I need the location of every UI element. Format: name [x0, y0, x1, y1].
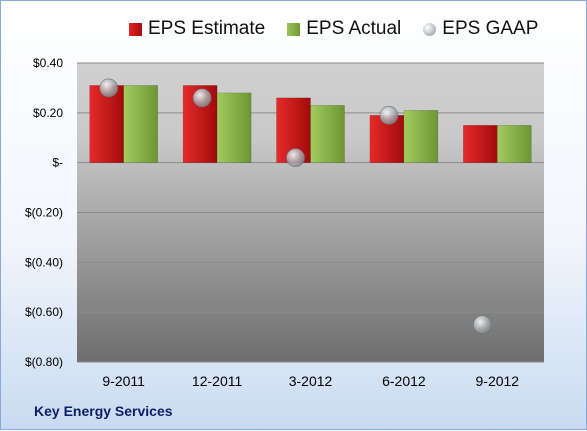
gaap-point — [286, 148, 305, 167]
x-tick-label: 12-2011 — [192, 373, 243, 389]
estimate-bar — [89, 85, 124, 163]
legend-swatch-gaap — [423, 22, 437, 36]
legend-swatch-actual — [287, 22, 301, 36]
company-name: Key Energy Services — [34, 403, 173, 419]
legend-item-gaap: EPS GAAP — [423, 18, 538, 40]
legend-label-actual: EPS Actual — [306, 18, 402, 39]
actual-bar — [310, 105, 345, 163]
gaap-point — [192, 88, 212, 108]
gaap-point — [99, 78, 118, 98]
y-tick-label: $(0.20) — [25, 206, 63, 220]
legend-item-actual: EPS Actual — [287, 18, 401, 40]
actual-bar — [497, 125, 532, 163]
legend-item-estimate: EPS Estimate — [129, 18, 265, 40]
x-tick-label: 3-2012 — [289, 373, 333, 389]
gaap-point — [379, 106, 399, 125]
estimate-bar — [463, 125, 498, 163]
legend-label-estimate: EPS Estimate — [148, 18, 266, 39]
gaap-point — [472, 315, 492, 334]
y-tick-label: $0.40 — [33, 56, 63, 70]
legend-label-gaap: EPS GAAP — [442, 18, 539, 39]
y-tick-label: $(0.80) — [25, 355, 63, 369]
actual-bar — [403, 110, 439, 163]
legend: EPS Estimate EPS Actual EPS GAAP — [129, 18, 560, 40]
y-tick-label: $(0.40) — [25, 255, 63, 269]
y-tick-label: $0.20 — [33, 106, 63, 120]
x-tick-label: 9-2012 — [476, 373, 520, 389]
x-tick-label: 6-2012 — [382, 373, 426, 389]
legend-swatch-estimate — [129, 22, 142, 36]
actual-bar — [216, 92, 252, 163]
y-tick-label: $(0.60) — [25, 305, 63, 319]
actual-bar — [123, 85, 158, 163]
estimate-bar — [369, 115, 405, 163]
y-tick-label: $- — [52, 156, 63, 170]
x-tick-label: 9-2011 — [102, 373, 145, 389]
